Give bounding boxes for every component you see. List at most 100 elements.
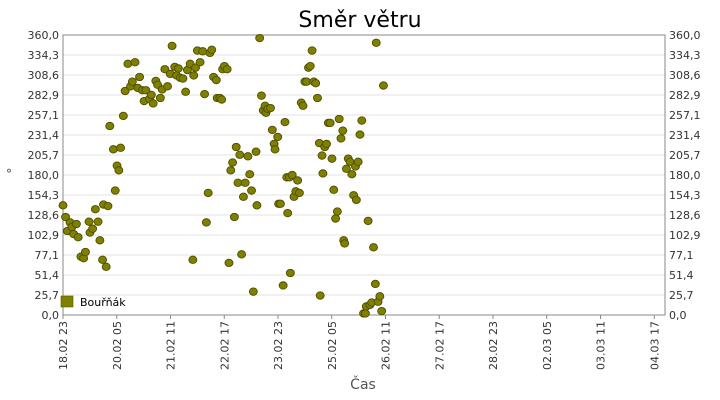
data-point: [155, 93, 165, 103]
data-point: [231, 142, 241, 152]
data-point: [228, 158, 238, 167]
legend-swatch: [60, 295, 74, 308]
data-point: [355, 130, 365, 139]
x-axis: 18.02 23 20.02 05 21.02 11 22.02 17 23.02 23…: [57, 315, 661, 370]
y-tick-label-right: 360,0: [669, 29, 701, 42]
data-point: [318, 169, 328, 178]
data-point: [347, 170, 357, 179]
y-axis-left: 0,0 25,7 51,4 77,1 102,9 128,6 154,3 180,0 205,7…: [28, 29, 60, 322]
data-point: [379, 81, 388, 90]
data-point: [313, 93, 322, 103]
data-point: [240, 178, 250, 187]
y-tick-label-right: 308,6: [669, 69, 701, 82]
legend: Bouřňák: [60, 295, 126, 309]
data-point: [238, 192, 248, 201]
y-tick-label: 334,3: [28, 49, 60, 62]
series-points: [58, 33, 388, 318]
data-point: [217, 95, 227, 104]
data-point: [340, 239, 350, 248]
data-point: [305, 61, 315, 71]
x-axis-label: Čas: [350, 375, 376, 393]
data-point: [80, 247, 90, 257]
data-point: [307, 46, 317, 55]
y-tick-label: 282,9: [28, 89, 60, 102]
data-point: [235, 150, 245, 159]
data-point: [229, 212, 239, 222]
y-tick-label-right: 334,3: [669, 49, 701, 62]
data-point: [84, 217, 94, 226]
y-axis-label: °: [6, 167, 12, 181]
data-point: [332, 207, 342, 216]
data-point: [88, 224, 98, 233]
y-tick-label-right: 205,7: [669, 149, 701, 162]
x-tick-label: 02.03 05: [541, 321, 554, 370]
data-point: [278, 281, 288, 290]
data-point: [61, 212, 71, 222]
y-tick-label: 25,7: [35, 289, 60, 302]
data-point: [371, 38, 381, 47]
data-point: [283, 208, 293, 218]
data-point: [160, 65, 170, 74]
legend-label: Bouřňák: [80, 296, 126, 309]
data-point: [93, 217, 103, 226]
y-tick-label-right: 51,4: [669, 269, 694, 282]
data-point: [114, 166, 124, 175]
data-point: [275, 199, 285, 208]
data-point: [317, 151, 327, 160]
data-point: [178, 74, 188, 83]
data-point: [135, 72, 145, 82]
data-point: [336, 134, 346, 143]
data-point: [375, 292, 385, 301]
data-point: [270, 145, 280, 154]
data-point: [198, 47, 208, 56]
data-point: [287, 170, 297, 180]
y-tick-label: 128,6: [28, 209, 60, 222]
data-point: [327, 154, 337, 163]
data-point: [207, 45, 217, 54]
data-point: [188, 255, 198, 264]
data-point: [285, 268, 295, 278]
data-point: [222, 65, 232, 74]
data-point: [127, 77, 137, 86]
data-point: [103, 201, 113, 211]
data-point: [167, 41, 177, 51]
data-point: [195, 58, 205, 67]
data-point: [341, 164, 351, 173]
x-tick-label: 28.02 23: [487, 321, 500, 370]
data-point: [101, 262, 111, 271]
y-tick-label-right: 231,4: [669, 129, 701, 142]
data-point: [329, 185, 339, 194]
y-tick-label: 51,4: [35, 269, 60, 282]
y-tick-label-right: 102,9: [669, 229, 701, 242]
data-point: [360, 309, 370, 318]
x-tick-label: 23.02 23: [272, 321, 285, 370]
y-tick-label: 257,1: [28, 109, 60, 122]
data-point: [146, 90, 156, 100]
chart-title: Směr větru: [298, 8, 421, 33]
data-point: [237, 250, 247, 259]
data-point: [311, 79, 321, 88]
y-tick-label: 205,7: [28, 149, 60, 162]
data-point: [73, 233, 83, 242]
y-tick-label-right: 77,1: [669, 249, 694, 262]
data-point: [334, 114, 344, 124]
x-tick-label: 18.02 23: [57, 321, 70, 370]
data-point: [266, 103, 275, 113]
x-tick-label: 25.02 05: [326, 321, 339, 370]
data-point: [181, 87, 191, 96]
data-point: [110, 186, 120, 195]
data-point: [224, 258, 234, 268]
data-point: [315, 291, 325, 300]
data-point: [191, 63, 201, 72]
data-point: [338, 126, 348, 135]
data-point: [257, 91, 266, 100]
y-tick-label: 77,1: [35, 249, 60, 262]
y-tick-label: 102,9: [28, 229, 60, 242]
data-point: [200, 89, 210, 99]
y-tick-label: 231,4: [28, 129, 60, 142]
data-point: [163, 82, 172, 91]
data-point: [351, 195, 361, 205]
x-tick-label: 04.03 17: [648, 321, 661, 370]
data-point: [203, 188, 213, 198]
